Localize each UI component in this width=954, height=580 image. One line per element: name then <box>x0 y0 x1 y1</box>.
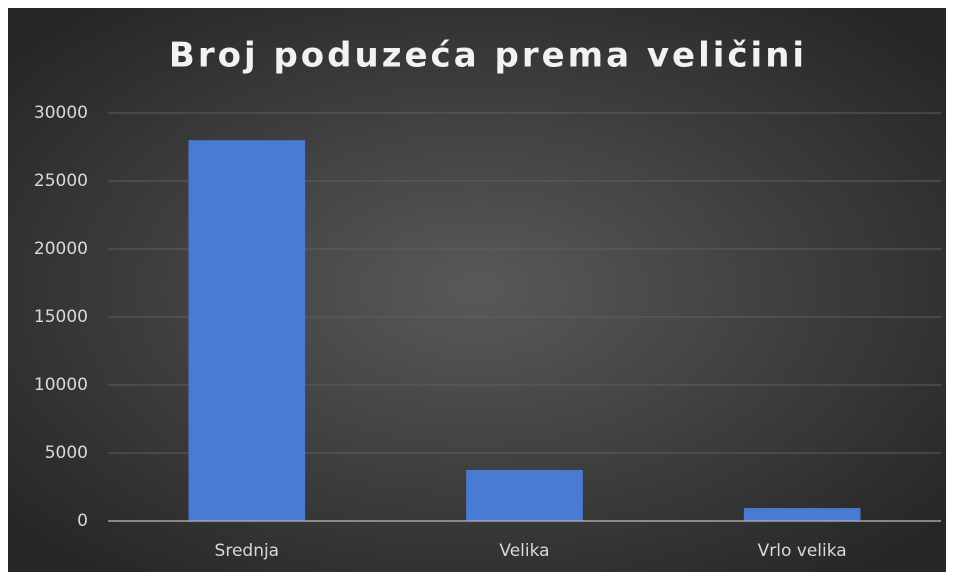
y-tick-label: 5000 <box>45 443 88 463</box>
x-tick-label: Vrlo velika <box>758 541 847 561</box>
y-tick-label: 25000 <box>34 171 88 191</box>
bar <box>466 470 583 521</box>
y-tick-label: 20000 <box>34 239 88 259</box>
y-tick-label: 0 <box>77 511 88 531</box>
x-tick-label: Srednja <box>215 541 280 561</box>
y-tick-label: 15000 <box>34 307 88 327</box>
bar <box>743 508 861 521</box>
bar <box>188 140 306 521</box>
y-tick-label: 10000 <box>34 375 88 395</box>
y-tick-label: 30000 <box>34 103 88 123</box>
x-tick-label: Velika <box>499 541 549 561</box>
chart-title: Broj poduzeća prema veličini <box>169 36 807 76</box>
